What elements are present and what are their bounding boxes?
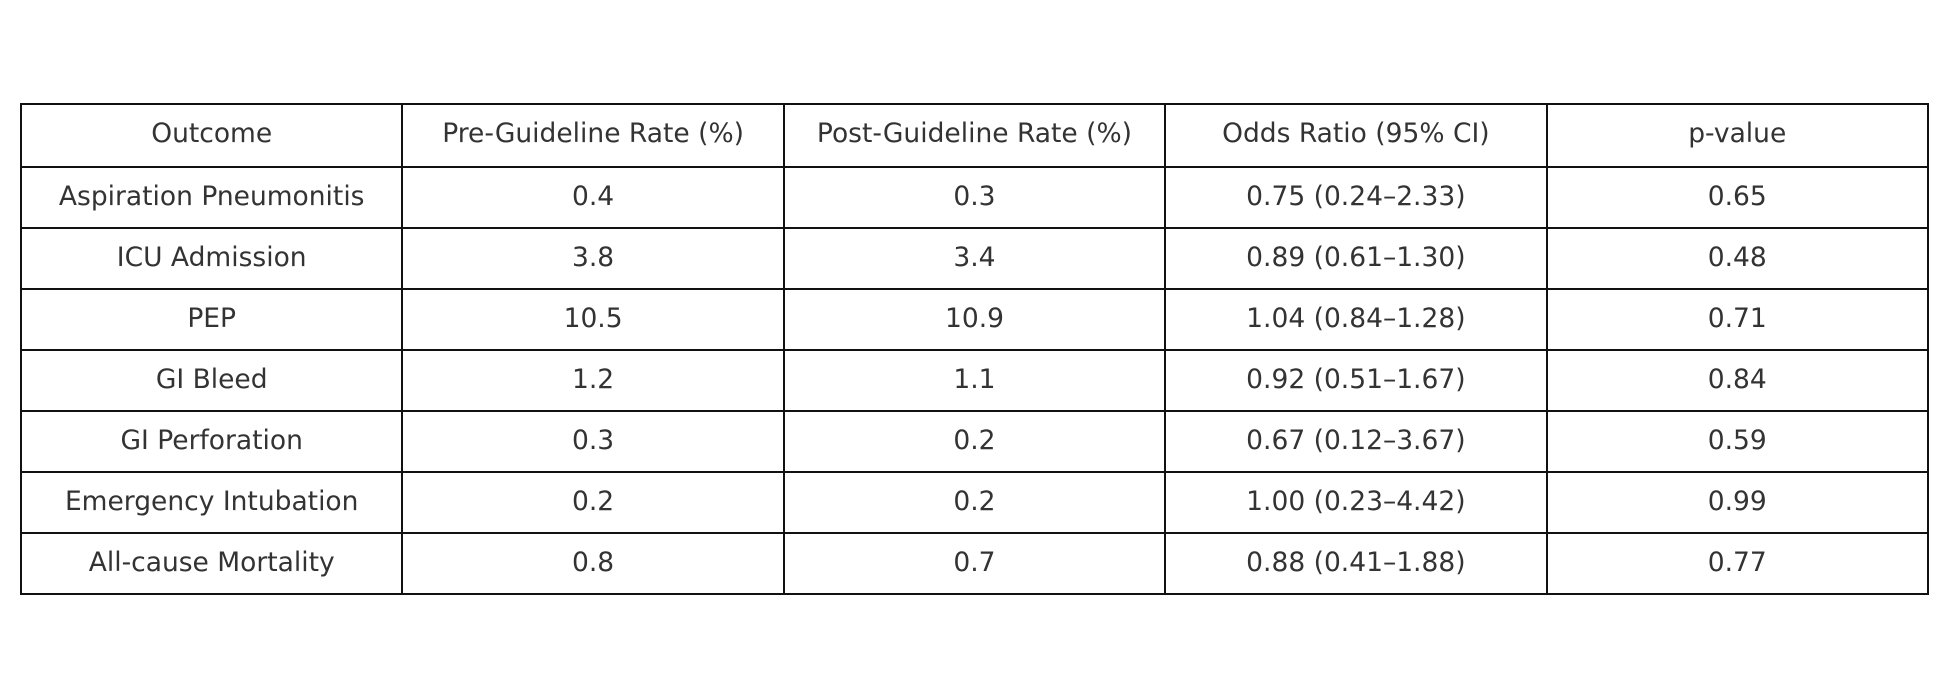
table-row: Emergency Intubation 0.2 0.2 1.00 (0.23–… xyxy=(19,471,1929,534)
header-p-value: p-value xyxy=(1545,103,1929,168)
cell-p-value: 0.99 xyxy=(1545,471,1929,534)
header-pre-guideline-rate: Pre-Guideline Rate (%) xyxy=(401,103,785,168)
cell-outcome: Aspiration Pneumonitis xyxy=(19,166,404,229)
cell-post-rate: 10.9 xyxy=(782,288,1167,351)
table-header: Outcome Pre-Guideline Rate (%) Post-Guid… xyxy=(19,103,1929,168)
cell-p-value: 0.84 xyxy=(1545,349,1929,412)
table-row: Aspiration Pneumonitis 0.4 0.3 0.75 (0.2… xyxy=(19,166,1929,229)
cell-outcome: ICU Admission xyxy=(19,227,404,290)
cell-pre-rate: 10.5 xyxy=(401,288,785,351)
cell-pre-rate: 0.2 xyxy=(401,471,785,534)
table-row: PEP 10.5 10.9 1.04 (0.84–1.28) 0.71 xyxy=(19,288,1929,351)
results-table-container: Outcome Pre-Guideline Rate (%) Post-Guid… xyxy=(19,103,1929,595)
table-row: ICU Admission 3.8 3.4 0.89 (0.61–1.30) 0… xyxy=(19,227,1929,290)
cell-post-rate: 0.3 xyxy=(782,166,1167,229)
cell-pre-rate: 3.8 xyxy=(401,227,785,290)
table-row: GI Perforation 0.3 0.2 0.67 (0.12–3.67) … xyxy=(19,410,1929,473)
cell-odds-ratio: 0.88 (0.41–1.88) xyxy=(1164,532,1548,595)
cell-outcome: GI Bleed xyxy=(19,349,404,412)
table-body: Aspiration Pneumonitis 0.4 0.3 0.75 (0.2… xyxy=(19,166,1929,595)
cell-post-rate: 0.2 xyxy=(782,471,1167,534)
header-odds-ratio: Odds Ratio (95% CI) xyxy=(1164,103,1548,168)
table-row: GI Bleed 1.2 1.1 0.92 (0.51–1.67) 0.84 xyxy=(19,349,1929,412)
cell-pre-rate: 0.3 xyxy=(401,410,785,473)
cell-odds-ratio: 1.04 (0.84–1.28) xyxy=(1164,288,1548,351)
cell-p-value: 0.59 xyxy=(1545,410,1929,473)
cell-post-rate: 1.1 xyxy=(782,349,1167,412)
cell-outcome: All-cause Mortality xyxy=(19,532,404,595)
cell-odds-ratio: 0.75 (0.24–2.33) xyxy=(1164,166,1548,229)
cell-odds-ratio: 0.67 (0.12–3.67) xyxy=(1164,410,1548,473)
cell-odds-ratio: 0.89 (0.61–1.30) xyxy=(1164,227,1548,290)
cell-p-value: 0.77 xyxy=(1545,532,1929,595)
cell-p-value: 0.65 xyxy=(1545,166,1929,229)
cell-post-rate: 0.2 xyxy=(782,410,1167,473)
header-outcome: Outcome xyxy=(19,103,404,168)
results-table: Outcome Pre-Guideline Rate (%) Post-Guid… xyxy=(19,103,1929,595)
cell-post-rate: 0.7 xyxy=(782,532,1167,595)
cell-outcome: PEP xyxy=(19,288,404,351)
table-row: All-cause Mortality 0.8 0.7 0.88 (0.41–1… xyxy=(19,532,1929,595)
cell-p-value: 0.71 xyxy=(1545,288,1929,351)
cell-pre-rate: 1.2 xyxy=(401,349,785,412)
cell-pre-rate: 0.8 xyxy=(401,532,785,595)
cell-post-rate: 3.4 xyxy=(782,227,1167,290)
cell-p-value: 0.48 xyxy=(1545,227,1929,290)
header-post-guideline-rate: Post-Guideline Rate (%) xyxy=(782,103,1167,168)
cell-pre-rate: 0.4 xyxy=(401,166,785,229)
cell-odds-ratio: 0.92 (0.51–1.67) xyxy=(1164,349,1548,412)
cell-outcome: Emergency Intubation xyxy=(19,471,404,534)
cell-outcome: GI Perforation xyxy=(19,410,404,473)
cell-odds-ratio: 1.00 (0.23–4.42) xyxy=(1164,471,1548,534)
header-row: Outcome Pre-Guideline Rate (%) Post-Guid… xyxy=(19,103,1929,168)
